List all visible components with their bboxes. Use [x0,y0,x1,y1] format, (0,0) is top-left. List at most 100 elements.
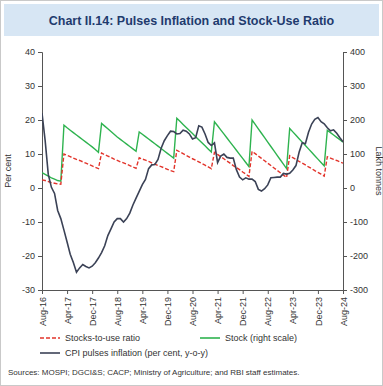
x-tick-label: Dec-21 [238,297,248,326]
y-tick-label: 40 [25,47,35,57]
legend-item: Stocks-to-use ratio [40,333,140,343]
x-tick: Apr-19 [138,290,148,324]
y2-tick-label: -300 [350,285,368,295]
legend-label: Stock (right scale) [225,333,297,343]
x-tick: Aug-20 [188,290,198,326]
x-tick-mark [117,290,118,294]
x-tick-mark [167,290,168,294]
legend-item: CPI pulses inflation (per cent, y-o-y) [40,348,208,358]
y-tick-label: -10 [22,217,35,227]
legend-swatch [200,337,220,339]
y2-tick: -100 [343,217,368,227]
y-tick: 30 [25,81,42,91]
x-tick-mark [243,290,244,294]
y-tick: 0 [30,183,42,193]
y-tick-mark [38,154,42,155]
y2-tick-label: -200 [350,251,368,261]
y2-tick-label: 100 [350,149,365,159]
y-axis-title: Per cent [3,154,13,188]
x-tick-mark [318,290,319,294]
x-tick: Dec-23 [314,290,324,326]
legend-label: CPI pulses inflation (per cent, y-o-y) [65,348,208,358]
source-note: Sources: MOSPI; DGCI&S; CACP; Ministry o… [8,368,300,377]
x-tick-mark [142,290,143,294]
y-tick: -30 [22,285,42,295]
y-tick-mark [38,290,42,291]
x-tick-label: Aug-22 [263,297,273,326]
y2-axis-line [344,53,348,291]
y2-tick-label: 200 [350,115,365,125]
y-tick-mark [38,120,42,121]
x-tick-mark [67,290,68,294]
legend-label: Stocks-to-use ratio [65,333,140,343]
x-tick-mark [92,290,93,294]
y-tick-label: -30 [22,285,35,295]
x-tick-label: Apr-23 [288,297,298,324]
y2-tick: 100 [343,149,365,159]
y-tick-label: 20 [25,115,35,125]
title-box [4,4,379,36]
x-axis-line [43,291,344,295]
series-line [42,118,343,181]
x-tick-mark [343,290,344,294]
plot-area [42,113,343,272]
y-tick: 40 [25,47,42,57]
x-tick-label: Aug-24 [339,297,349,326]
x-tick-mark [268,290,269,294]
y2-tick-label: 300 [350,81,365,91]
y2-tick: 300 [343,81,365,91]
y-tick-label: 0 [30,183,35,193]
legend: Stocks-to-use ratio Stock (right scale) CP… [40,333,297,358]
y2-tick-label: 400 [350,47,365,57]
y-tick: 10 [25,149,42,159]
legend-swatch [40,352,60,354]
x-tick-mark [293,290,294,294]
x-tick: Aug-22 [263,290,273,326]
x-tick-mark [193,290,194,294]
x-tick: Apr-17 [63,290,73,324]
y2-tick-mark [343,222,347,223]
x-tick-mark [218,290,219,294]
y-tick-label: 30 [25,81,35,91]
x-tick: Aug-24 [339,290,349,326]
y-tick-mark [38,86,42,87]
legend-item: Stock (right scale) [200,333,297,343]
x-tick-label: Aug-20 [188,297,198,326]
background [1,1,383,386]
y-tick-mark [38,256,42,257]
x-tick: Aug-16 [38,290,48,326]
y2-tick-mark [343,86,347,87]
x-tick-mark [42,290,43,294]
y-tick-mark [38,188,42,189]
y2-tick-mark [343,188,347,189]
y2-tick-mark [343,154,347,155]
y2-tick: 0 [343,183,355,193]
x-tick-label: Apr-19 [138,297,148,324]
y-tick-mark [38,222,42,223]
chart: Chart II.14: Pulses Inflation and Stock-… [0,0,383,386]
y-axis: -30 -20 -10 0 10 20 30 40 [22,47,43,295]
y2-tick: 400 [343,47,365,57]
x-tick-label: Dec-23 [314,297,324,326]
y2-tick: -300 [343,285,368,295]
series-line [42,113,343,272]
x-tick-label: Aug-18 [113,297,123,326]
x-tick: Apr-21 [213,290,223,324]
x-axis: Aug-16Apr-17Dec-17Aug-18Apr-19Dec-19Aug-… [38,290,349,326]
x-tick-label: Dec-17 [88,297,98,326]
y2-tick: 200 [343,115,365,125]
y-tick: -20 [22,251,42,261]
y-tick-label: -20 [22,251,35,261]
y-tick-label: 10 [25,149,35,159]
x-tick-label: Aug-16 [38,297,48,326]
y2-axis: -300 -200 -100 0 100 200 300 400 [343,47,368,295]
y2-tick-mark [343,256,347,257]
x-tick-label: Apr-21 [213,297,223,324]
y2-tick-mark [343,52,347,53]
x-tick: Aug-18 [113,290,123,326]
y2-axis-title: Lakh tonnes [374,146,383,196]
y-tick: 20 [25,115,42,125]
y-tick-mark [38,52,42,53]
legend-swatch [40,337,60,339]
y-tick: -10 [22,217,42,227]
